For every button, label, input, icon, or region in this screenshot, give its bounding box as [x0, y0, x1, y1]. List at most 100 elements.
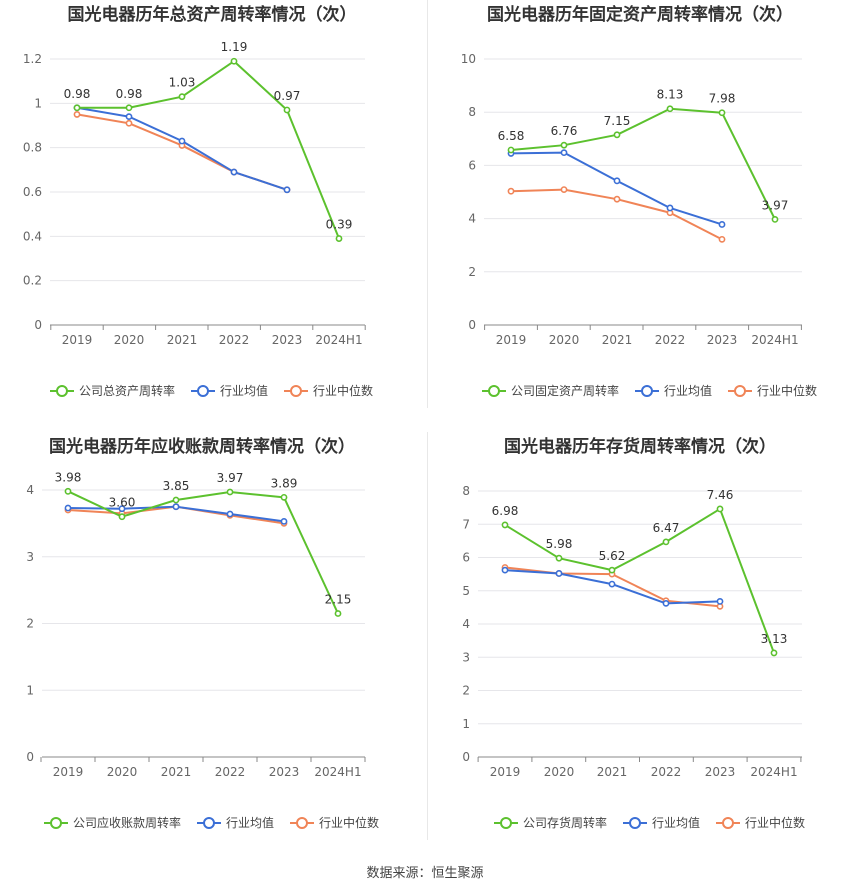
legend-item-median: 行业中位数 [290, 815, 379, 830]
y-tick-label: 0.4 [23, 229, 42, 243]
data-point-company [230, 57, 238, 65]
data-point-company [226, 488, 234, 496]
y-tick-label: 1 [462, 717, 470, 731]
data-point-avg [613, 177, 621, 185]
x-tick-label: 2024H1 [751, 333, 798, 347]
x-tick-label: 2020 [549, 333, 580, 347]
y-tick-label: 5 [462, 584, 470, 598]
data-point-avg [501, 566, 509, 574]
legend-label: 行业中位数 [313, 383, 373, 398]
data-point-company [125, 104, 133, 112]
data-point-avg [555, 570, 563, 577]
data-point-company [560, 141, 568, 149]
data-point-company [555, 554, 563, 562]
legend-item-company: 公司总资产周转率 [50, 383, 175, 398]
data-source: 数据来源：恒生聚源 [366, 866, 484, 881]
data-label: 5.62 [599, 549, 626, 563]
y-tick-label: 3 [26, 550, 34, 564]
legend-marker [500, 817, 512, 829]
data-point-company [335, 235, 343, 242]
data-point-avg [716, 597, 724, 605]
data-label: 1.19 [221, 40, 248, 54]
series-line-company [510, 107, 776, 220]
y-tick-label: 4 [468, 212, 476, 226]
data-point-company [280, 493, 288, 501]
data-label: 1.03 [169, 76, 196, 90]
x-tick-label: 2021 [597, 765, 628, 779]
data-label: 6.47 [653, 521, 680, 535]
y-tick-label: 1 [26, 683, 34, 697]
data-label: 5.98 [546, 537, 573, 551]
divider [427, 432, 428, 840]
x-tick-label: 2023 [707, 333, 738, 347]
data-label: 7.15 [604, 114, 631, 128]
data-point-company [770, 649, 778, 657]
legend-marker [722, 817, 734, 829]
data-label: 6.98 [492, 504, 519, 518]
y-tick-label: 2 [468, 265, 476, 279]
x-tick-label: 2023 [269, 765, 300, 779]
legend-item-company: 公司应收账款周转率 [44, 815, 181, 830]
legend-label: 行业中位数 [319, 815, 379, 830]
data-point-company [178, 93, 186, 101]
y-tick-label: 10 [461, 52, 476, 66]
y-tick-label: 0.8 [23, 141, 42, 155]
data-point-median [718, 235, 726, 243]
data-label: 3.85 [163, 479, 190, 493]
data-point-avg [283, 186, 291, 194]
y-tick-label: 2 [26, 617, 34, 631]
y-tick-label: 8 [462, 484, 470, 498]
y-tick-label: 4 [462, 617, 470, 631]
y-tick-label: 0.2 [23, 274, 42, 288]
x-tick-label: 2023 [272, 333, 303, 347]
legend-marker [734, 385, 746, 397]
chart-panel-2: 国光电器历年固定资产周转率情况（次） 0 2 4 6 8 10 2019 2020 2021 202… [461, 4, 817, 398]
data-point-avg [64, 504, 72, 512]
chart-title: 国光电器历年总资产周转率情况（次） [68, 4, 357, 25]
data-point-median [507, 187, 515, 195]
chart-title: 国光电器历年存货周转率情况（次） [504, 436, 776, 457]
legend-marker [629, 817, 641, 829]
data-point-avg [172, 503, 180, 511]
x-tick-label: 2019 [496, 333, 527, 347]
legend-label: 行业均值 [226, 815, 274, 830]
data-label: 0.98 [64, 87, 91, 101]
data-point-company [771, 215, 779, 223]
legend-item-median: 行业中位数 [284, 383, 373, 398]
x-tick-label: 2022 [215, 765, 246, 779]
legend-item-median: 行业中位数 [716, 815, 805, 830]
data-label: 0.98 [116, 87, 143, 101]
data-point-avg [608, 580, 616, 588]
x-tick-label: 2022 [651, 765, 682, 779]
data-point-company [716, 505, 724, 513]
legend-item-avg: 行业均值 [635, 383, 712, 398]
data-label: 6.58 [498, 129, 525, 143]
legend-item-company: 公司存货周转率 [494, 815, 607, 830]
series-line-company [67, 490, 339, 614]
x-tick-label: 2022 [655, 333, 686, 347]
chart-title: 国光电器历年应收账款周转率情况（次） [49, 436, 355, 457]
x-tick-label: 2020 [107, 765, 138, 779]
data-point-company [507, 146, 515, 154]
legend-label: 行业均值 [664, 383, 712, 398]
data-point-company [501, 521, 509, 529]
series-line-company [504, 507, 775, 654]
data-point-company [613, 131, 621, 139]
legend-marker [290, 385, 302, 397]
data-point-company [666, 105, 674, 113]
legend-item-company: 公司固定资产周转率 [482, 383, 619, 398]
legend-marker [203, 817, 215, 829]
data-point-median [73, 111, 81, 118]
data-point-avg [226, 510, 234, 518]
y-tick-label: 0 [34, 318, 42, 332]
series-line-avg [510, 151, 723, 226]
legend-marker [296, 817, 308, 829]
y-tick-label: 0 [462, 750, 470, 764]
legend-label: 公司总资产周转率 [79, 383, 175, 398]
y-tick-label: 1.2 [23, 52, 42, 66]
data-point-company [73, 104, 81, 112]
x-tick-label: 2020 [114, 333, 145, 347]
data-label: 2.15 [325, 592, 352, 606]
x-tick-label: 2019 [490, 765, 521, 779]
